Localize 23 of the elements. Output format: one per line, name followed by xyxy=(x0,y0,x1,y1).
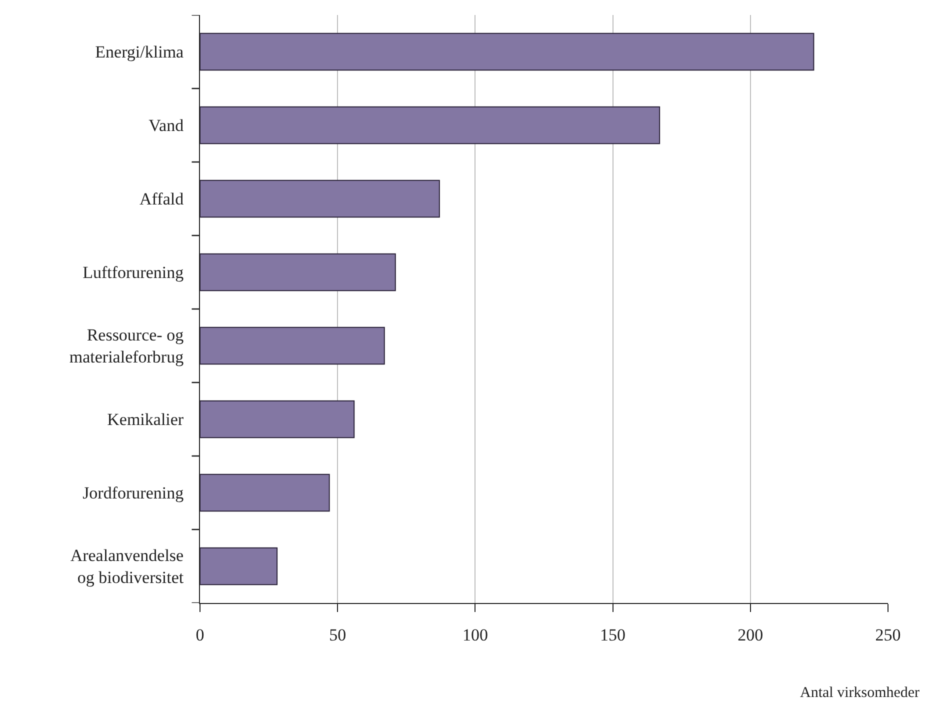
x-tick-label: 50 xyxy=(329,625,346,644)
bar xyxy=(200,474,330,512)
y-tick-label: Kemikalier xyxy=(107,410,184,430)
bar xyxy=(200,106,660,144)
y-tick-label: Arealanvendelse og biodiversitet xyxy=(70,546,184,588)
x-tick-label: 100 xyxy=(462,625,488,644)
x-tick-label: 0 xyxy=(196,625,204,644)
x-axis-title: Antal virksomheder xyxy=(800,685,920,701)
x-tick-label: 200 xyxy=(738,625,764,644)
bar xyxy=(200,253,396,292)
y-tick-label: Energi/klima xyxy=(95,42,184,62)
bar xyxy=(200,326,385,365)
x-tick-label: 250 xyxy=(875,625,901,644)
bar xyxy=(200,32,814,71)
y-tick-label: Ressource- og materialeforbrug xyxy=(69,326,184,367)
bar xyxy=(200,180,440,218)
x-tick-label: 150 xyxy=(600,625,626,644)
y-tick-label: Affald xyxy=(140,190,184,209)
y-tick-label: Jordforurening xyxy=(82,484,184,503)
bar xyxy=(200,400,355,438)
bar xyxy=(200,547,278,586)
y-tick-label: Vand xyxy=(148,116,184,136)
y-tick-label: Luftforurening xyxy=(82,263,184,282)
